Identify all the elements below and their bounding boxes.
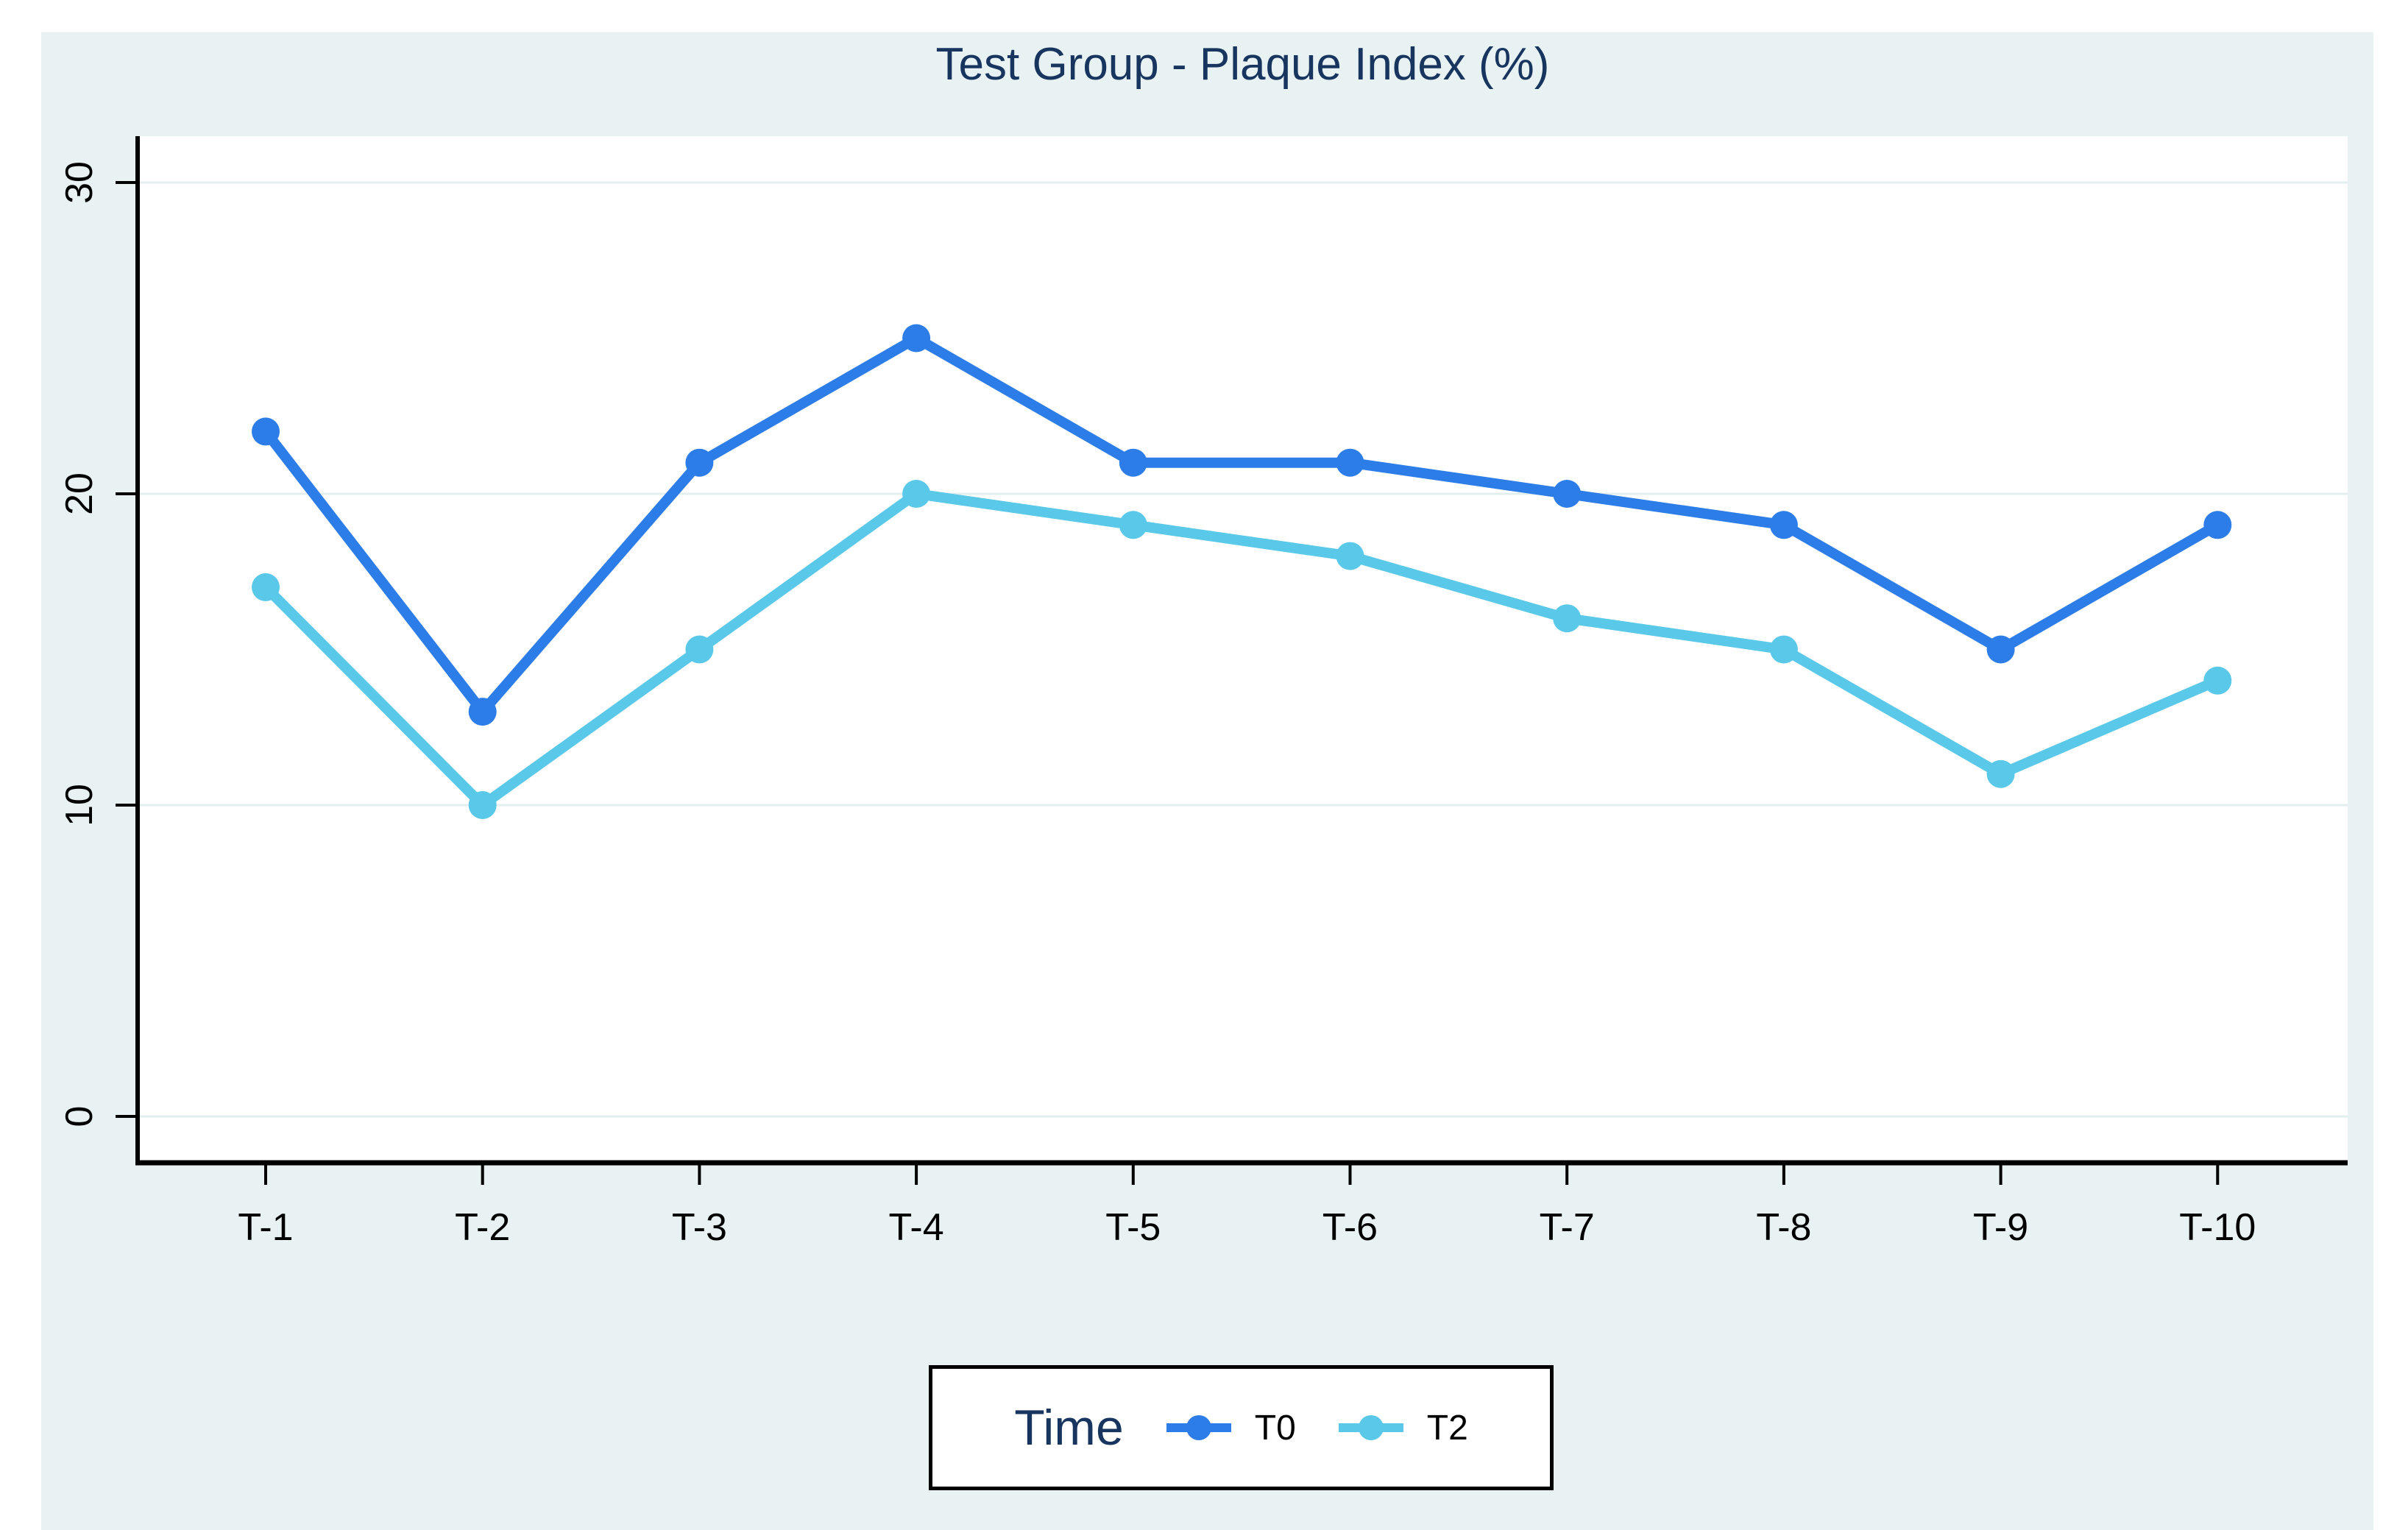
data-point-T2-T-6 [1336, 542, 1364, 570]
legend-title: Time [1014, 1400, 1124, 1456]
legend-item-t2: T2 [1336, 1408, 1468, 1448]
data-point-T2-T-5 [1119, 511, 1147, 539]
y-tick-label-20: 20 [58, 472, 101, 515]
data-point-T2-T-1 [252, 573, 280, 601]
x-tick-label-T-10: T-10 [2179, 1206, 2256, 1249]
legend: Time T0 T2 [929, 1365, 1554, 1490]
data-point-T0-T-10 [2203, 511, 2232, 539]
data-point-T2-T-4 [902, 480, 931, 508]
x-tick-label-T-5: T-5 [1105, 1206, 1161, 1249]
x-tick-label-T-1: T-1 [238, 1206, 293, 1249]
legend-label-t0: T0 [1254, 1408, 1296, 1448]
data-point-T2-T-10 [2203, 666, 2232, 695]
x-tick-label-T-6: T-6 [1322, 1206, 1378, 1249]
data-point-T2-T-7 [1553, 604, 1582, 633]
x-tick-label-T-2: T-2 [455, 1206, 510, 1249]
legend-label-t2: T2 [1426, 1408, 1468, 1448]
data-point-T2-T-3 [685, 635, 714, 664]
x-tick-label-T-8: T-8 [1756, 1206, 1811, 1249]
series-line-T2 [262, 489, 2220, 810]
x-tick-label-T-3: T-3 [672, 1206, 727, 1249]
plot-background [138, 136, 2348, 1163]
data-point-T0-T-2 [468, 698, 497, 726]
x-tick-label-T-4: T-4 [889, 1206, 944, 1249]
data-point-T2-T-8 [1769, 635, 1798, 664]
chart-title: Test Group - Plaque Index (%) [935, 39, 1550, 90]
data-point-T0-T-9 [1986, 635, 2015, 664]
data-point-T0-T-4 [902, 324, 931, 353]
series-line-T0 [261, 333, 2220, 718]
legend-marker-t0-icon [1166, 1415, 1231, 1440]
data-point-T0-T-6 [1336, 448, 1364, 477]
data-point-T2-T-9 [1986, 759, 2015, 788]
data-point-T0-T-3 [685, 448, 714, 477]
data-point-T0-T-7 [1553, 480, 1582, 508]
legend-marker-t2-icon [1338, 1415, 1403, 1440]
data-point-T0-T-8 [1769, 511, 1798, 539]
y-tick-label-10: 10 [58, 784, 101, 826]
y-tick-label-0: 0 [58, 1106, 101, 1127]
y-tick-label-30: 30 [58, 161, 101, 204]
x-tick-label-T-7: T-7 [1540, 1206, 1595, 1249]
legend-item-t0: T0 [1164, 1408, 1296, 1448]
data-point-T2-T-2 [468, 791, 497, 819]
x-tick-label-T-9: T-9 [1973, 1206, 2028, 1249]
data-point-T0-T-1 [252, 417, 280, 446]
data-point-T0-T-5 [1119, 448, 1147, 477]
